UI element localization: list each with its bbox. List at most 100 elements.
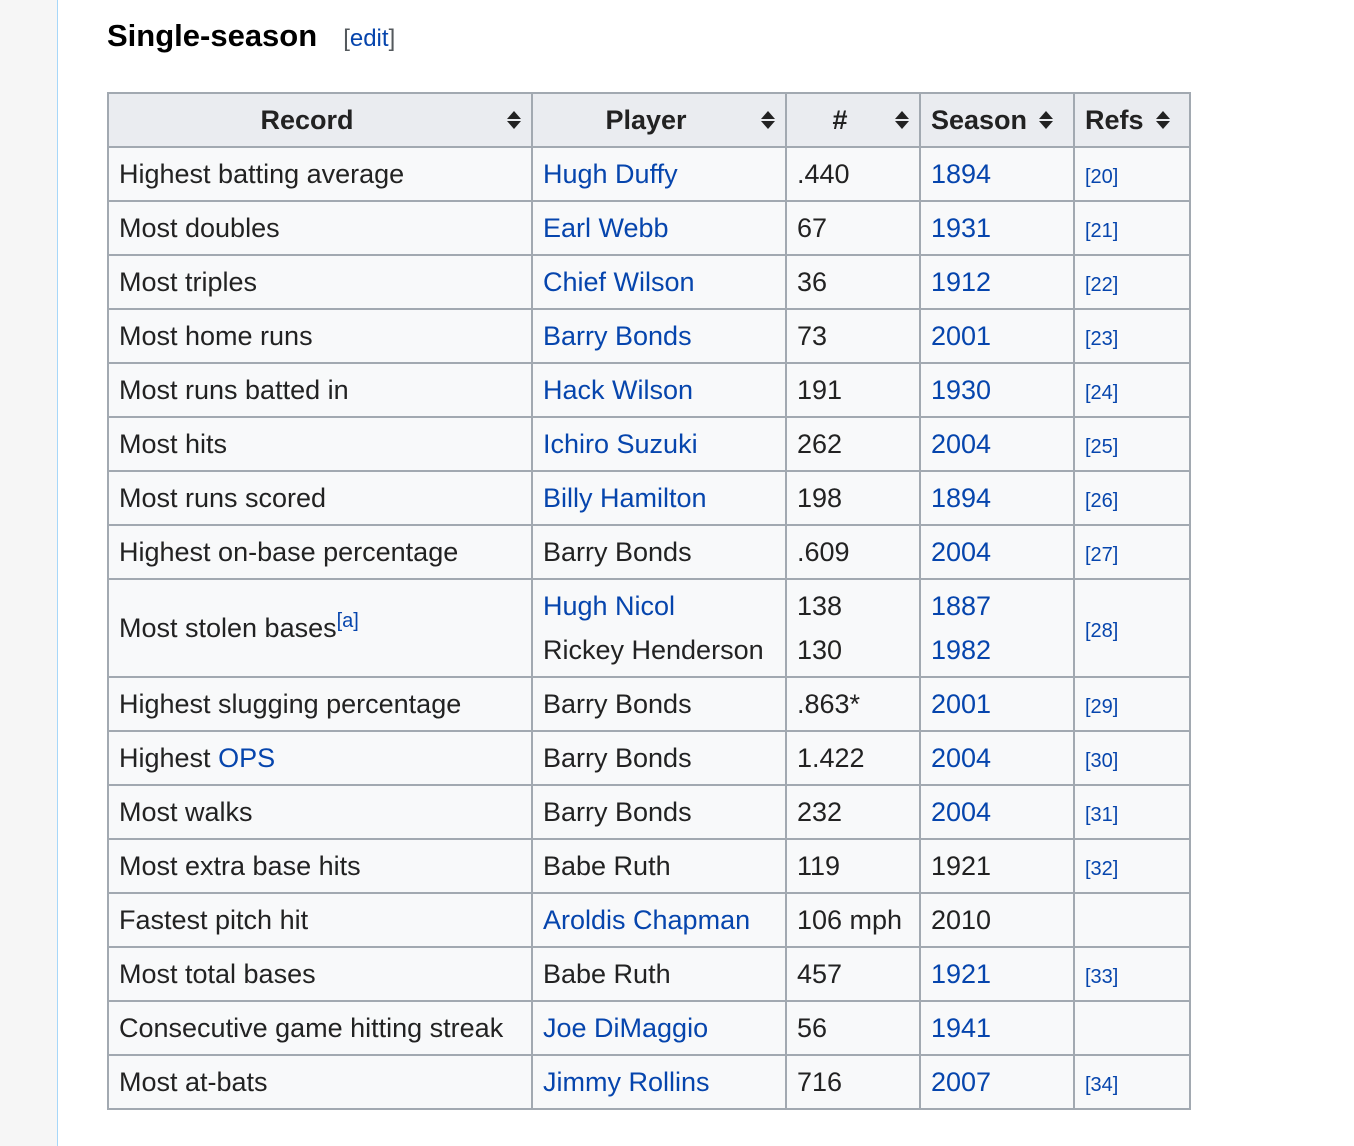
season-link[interactable]: 2007 <box>931 1067 992 1097</box>
reference-link[interactable]: [31] <box>1085 804 1119 826</box>
season-link[interactable]: 2001 <box>931 321 992 351</box>
season-cell: 2004 <box>919 416 1075 472</box>
reference-link[interactable]: [22] <box>1085 274 1119 296</box>
reference-link[interactable]: [21] <box>1085 220 1119 242</box>
value-cell: 232 <box>785 784 921 840</box>
reference-link[interactable]: [23] <box>1085 328 1119 350</box>
season-link[interactable]: 1887 <box>931 591 992 621</box>
player-link[interactable]: Barry Bonds <box>543 321 692 351</box>
season-link[interactable]: 1894 <box>931 483 992 513</box>
edit-section-link[interactable]: edit <box>349 25 389 52</box>
refs-cell: [27] <box>1073 524 1191 580</box>
reference-link[interactable]: [24] <box>1085 382 1119 404</box>
refs-cell: [31] <box>1073 784 1191 840</box>
table-row: Most extra base hits Babe Ruth 119 1921 … <box>107 838 1191 894</box>
player-link[interactable]: Hugh Duffy <box>543 159 678 189</box>
table-header-row: Record Player # Season Refs <box>107 92 1191 148</box>
refs-cell: [34] <box>1073 1054 1191 1110</box>
edit-section: [edit] <box>343 25 395 53</box>
player-link[interactable]: Joe DiMaggio <box>543 1013 709 1043</box>
player-link[interactable]: Earl Webb <box>543 213 669 243</box>
record-cell: Highest batting average <box>107 146 533 202</box>
player-cell: Babe Ruth <box>531 946 787 1002</box>
season-cell: 2004 <box>919 524 1075 580</box>
record-cell: Fastest pitch hit <box>107 892 533 948</box>
table-row: Most runs scored Billy Hamilton 198 1894… <box>107 470 1191 526</box>
player-cell: Barry Bonds <box>531 524 787 580</box>
refs-cell: [33] <box>1073 946 1191 1002</box>
player-cell: Hack Wilson <box>531 362 787 418</box>
sort-icon <box>1039 111 1054 129</box>
record-cell: Most stolen bases[a] <box>107 578 533 678</box>
sort-header-season[interactable]: Season <box>919 92 1075 148</box>
table-row: Most stolen bases[a] Hugh Nicol Rickey H… <box>107 578 1191 678</box>
season-link[interactable]: 1982 <box>931 635 992 665</box>
reference-link[interactable]: [28] <box>1085 620 1119 642</box>
season-link[interactable]: 2004 <box>931 743 992 773</box>
season-link[interactable]: 1941 <box>931 1013 992 1043</box>
sort-header-number[interactable]: # <box>785 92 921 148</box>
player-name: Rickey Henderson <box>543 635 764 665</box>
reference-link[interactable]: [29] <box>1085 696 1119 718</box>
sort-icon <box>507 111 521 129</box>
section-heading: Single-season [edit] <box>107 18 395 54</box>
season-link[interactable]: 2004 <box>931 797 992 827</box>
player-cell: Joe DiMaggio <box>531 1000 787 1056</box>
record-cell: Most walks <box>107 784 533 840</box>
player-link[interactable]: Jimmy Rollins <box>543 1067 710 1097</box>
season-link[interactable]: 2004 <box>931 537 992 567</box>
season-cell: 1894 <box>919 470 1075 526</box>
header-label-number: # <box>832 105 848 135</box>
season-cell: 2007 <box>919 1054 1075 1110</box>
player-cell: Jimmy Rollins <box>531 1054 787 1110</box>
player-link[interactable]: Chief Wilson <box>543 267 695 297</box>
season-cell: 1921 <box>919 946 1075 1002</box>
player-link[interactable]: Aroldis Chapman <box>543 905 751 935</box>
season-cell: 1921 <box>919 838 1075 894</box>
note-link[interactable]: [a] <box>336 610 359 632</box>
sort-header-player[interactable]: Player <box>531 92 787 148</box>
season-cell: 2010 <box>919 892 1075 948</box>
player-link[interactable]: Hugh Nicol <box>543 591 676 621</box>
section-title: Single-season <box>107 18 318 53</box>
refs-cell: [20] <box>1073 146 1191 202</box>
reference-link[interactable]: [34] <box>1085 1074 1119 1096</box>
season-link[interactable]: 1930 <box>931 375 992 405</box>
reference-link[interactable]: [26] <box>1085 490 1119 512</box>
value-cell: 457 <box>785 946 921 1002</box>
player-link[interactable]: Billy Hamilton <box>543 483 707 513</box>
season-link[interactable]: 1921 <box>931 959 992 989</box>
table-row: Highest slugging percentage Barry Bonds … <box>107 676 1191 732</box>
table-row: Most at-bats Jimmy Rollins 716 2007 [34] <box>107 1054 1191 1110</box>
ops-link[interactable]: OPS <box>218 743 276 773</box>
player-cell: Babe Ruth <box>531 838 787 894</box>
reference-link[interactable]: [30] <box>1085 750 1119 772</box>
player-cell: Aroldis Chapman <box>531 892 787 948</box>
season-link[interactable]: 2004 <box>931 429 992 459</box>
player-link[interactable]: Hack Wilson <box>543 375 694 405</box>
player-cell: Barry Bonds <box>531 676 787 732</box>
season-link[interactable]: 1912 <box>931 267 992 297</box>
reference-link[interactable]: [27] <box>1085 544 1119 566</box>
record-cell: Most home runs <box>107 308 533 364</box>
value-text: 138 <box>797 591 843 621</box>
value-cell: 262 <box>785 416 921 472</box>
table-row: Highest on-base percentage Barry Bonds .… <box>107 524 1191 580</box>
sort-header-refs[interactable]: Refs <box>1073 92 1191 148</box>
table-row: Most walks Barry Bonds 232 2004 [31] <box>107 784 1191 840</box>
season-link[interactable]: 1894 <box>931 159 992 189</box>
value-cell: .609 <box>785 524 921 580</box>
player-link[interactable]: Ichiro Suzuki <box>543 429 698 459</box>
record-cell: Highest OPS <box>107 730 533 786</box>
table-row: Most home runs Barry Bonds 73 2001 [23] <box>107 308 1191 364</box>
season-link[interactable]: 1931 <box>931 213 992 243</box>
reference-link[interactable]: [33] <box>1085 966 1119 988</box>
reference-link[interactable]: [20] <box>1085 166 1119 188</box>
sort-header-record[interactable]: Record <box>107 92 533 148</box>
reference-link[interactable]: [25] <box>1085 436 1119 458</box>
table-row: Most triples Chief Wilson 36 1912 [22] <box>107 254 1191 310</box>
table-row: Most runs batted in Hack Wilson 191 1930… <box>107 362 1191 418</box>
header-label-season: Season <box>931 105 1028 135</box>
season-link[interactable]: 2001 <box>931 689 992 719</box>
reference-link[interactable]: [32] <box>1085 858 1119 880</box>
